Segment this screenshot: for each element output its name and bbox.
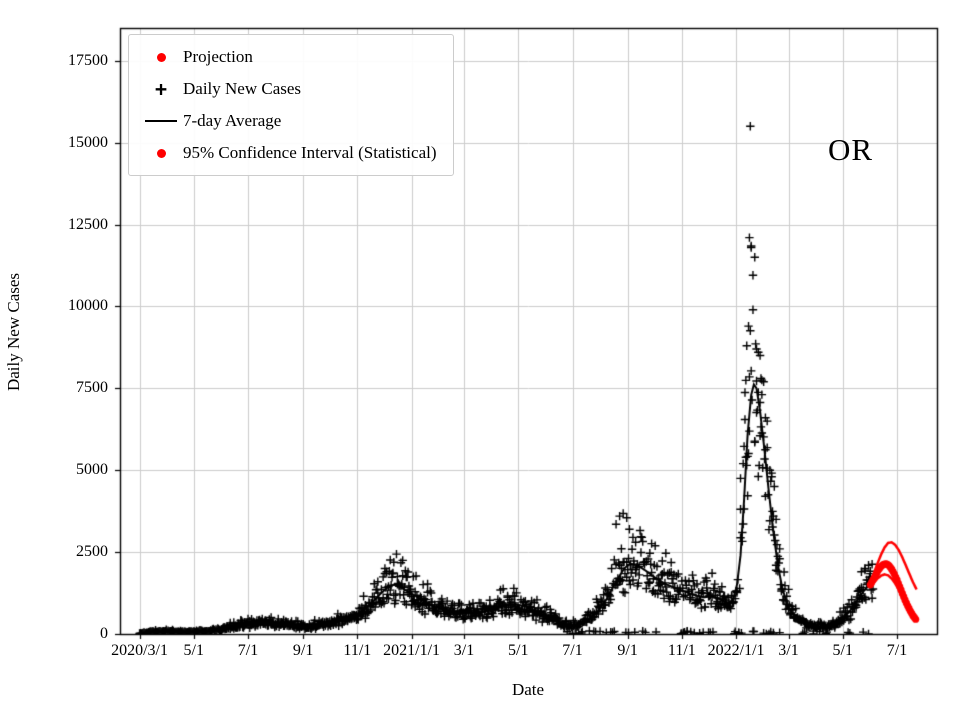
- chart-canvas: [0, 0, 960, 720]
- figure: Daily New Cases Date OR Projection + Dai…: [0, 0, 960, 720]
